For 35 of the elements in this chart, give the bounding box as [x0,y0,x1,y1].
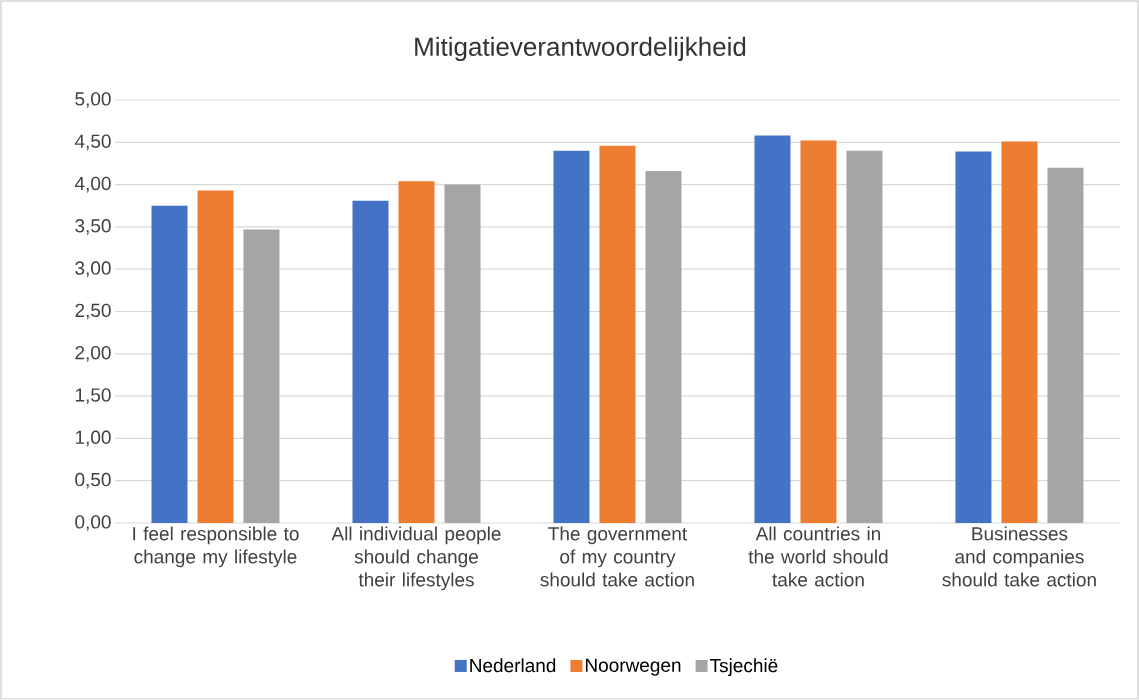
y-tick-label: 1,00 [75,430,111,447]
y-tick-label: 0,50 [75,472,111,489]
legend-label: Tsjechië [710,658,778,677]
bar [800,140,837,523]
x-tick-label: Businesses and companies should take action [942,526,1096,587]
y-tick-label: 4,50 [74,134,111,151]
y-tick-label: 2,00 [75,345,111,362]
legend-label: Noorwegen [585,658,681,676]
y-tick-label: 1,50 [75,388,111,404]
bar [197,190,234,523]
bar [846,150,883,523]
bar [599,145,636,523]
y-tick-label: 5,00 [75,92,111,108]
bar [398,181,435,523]
bar [955,151,992,523]
y-tick-label: 3,50 [75,219,111,235]
x-tick-label: All individual people should change their lifestyles [331,526,501,591]
x-tick-label: I feel responsible to change my lifestyle [133,526,299,568]
y-tick-label: 3,00 [75,261,111,278]
y-tick-label: 0,00 [75,515,111,531]
bar [151,205,188,523]
x-tick-label: The government of my country should take action [540,526,694,587]
bar [1047,167,1084,523]
y-tick-label: 2,50 [75,303,111,320]
y-tick-label: 4,00 [74,176,111,193]
bar [444,184,481,523]
bar [553,150,590,523]
bar [352,200,389,523]
bar [754,135,791,523]
chart-title: Mitigatieverantwoordelijkheid [415,36,746,62]
legend-label: Nederland [470,658,556,673]
bar [243,229,280,523]
bar [1001,141,1038,523]
x-tick-label: All countries in the world should take action [748,526,888,587]
bar [645,171,682,523]
